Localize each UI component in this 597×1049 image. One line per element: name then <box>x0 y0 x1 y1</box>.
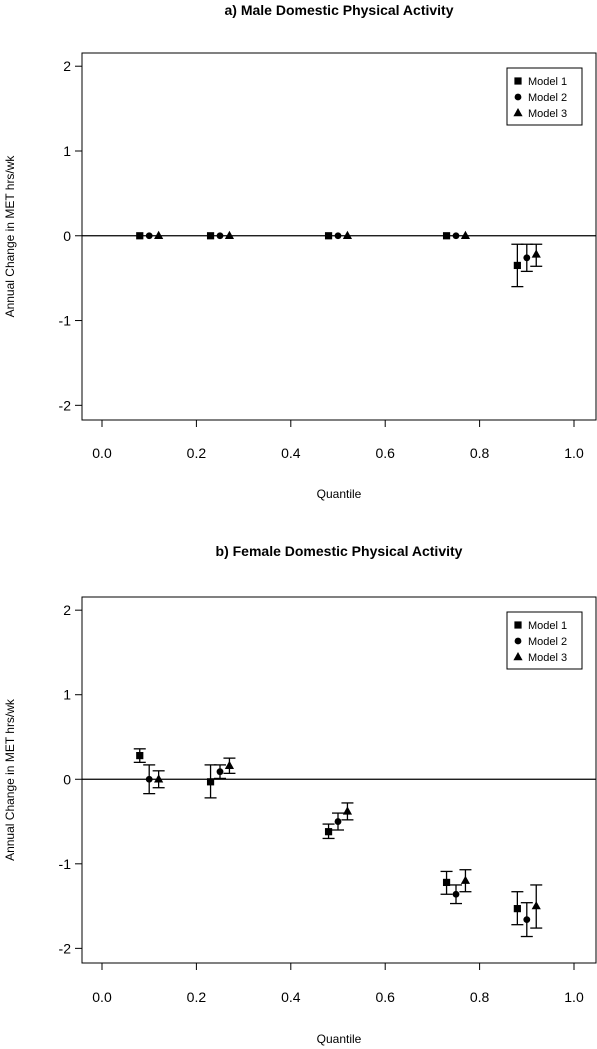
chart-title: a) Male Domestic Physical Activity <box>224 2 453 18</box>
point-model-3 <box>460 875 471 884</box>
point-model-1 <box>324 232 333 240</box>
point-model-2 <box>216 768 224 776</box>
y-tick-label: 1 <box>63 143 71 159</box>
y-axis-label: Annual Change in MET hrs/wk <box>3 698 17 861</box>
point-model-2 <box>523 254 531 262</box>
plot-frame <box>81 596 597 964</box>
legend-symbol-model-3 <box>513 652 523 661</box>
point-model-3 <box>342 806 353 815</box>
point-model-1 <box>442 878 451 887</box>
x-tick-label: 1.0 <box>564 989 584 1005</box>
chart-title: b) Female Domestic Physical Activity <box>216 543 463 559</box>
y-tick-label: -1 <box>59 313 72 329</box>
y-tick-label: 0 <box>63 771 71 787</box>
y-tick-label: -2 <box>59 397 72 413</box>
point-model-3 <box>154 230 164 239</box>
y-tick-label: 2 <box>63 602 71 618</box>
point-model-2 <box>523 916 531 924</box>
y-axis-label: Annual Change in MET hrs/wk <box>3 155 17 318</box>
legend-label: Model 3 <box>528 652 567 664</box>
legend-label: Model 1 <box>528 76 567 88</box>
point-model-1 <box>324 828 333 836</box>
point-model-1 <box>513 905 521 913</box>
point-model-3 <box>531 249 541 258</box>
point-model-2 <box>334 232 342 240</box>
x-axis-label: Quantile <box>317 487 362 501</box>
x-tick-label: 1.0 <box>564 445 584 461</box>
legend-symbol-model-3 <box>513 108 523 117</box>
legend-label: Model 2 <box>528 636 567 648</box>
x-tick-label: 0.6 <box>375 989 395 1005</box>
plot-frame <box>81 52 597 421</box>
point-model-2 <box>145 775 153 783</box>
point-model-3 <box>342 230 353 239</box>
point-model-3 <box>460 230 471 239</box>
point-model-3 <box>531 901 541 910</box>
y-tick-label: -1 <box>59 856 72 872</box>
legend-label: Model 3 <box>528 108 567 120</box>
point-model-1 <box>206 778 215 786</box>
legend-symbol-model-1 <box>514 621 522 629</box>
x-tick-label: 0.4 <box>281 989 301 1005</box>
point-model-2 <box>452 890 460 898</box>
point-model-1 <box>206 232 215 240</box>
x-tick-label: 0.2 <box>187 989 207 1005</box>
y-tick-label: -2 <box>59 940 72 956</box>
point-model-2 <box>334 818 342 825</box>
legend-symbol-model-1 <box>514 77 522 85</box>
point-model-1 <box>513 261 521 270</box>
x-tick-label: 0.8 <box>470 445 490 461</box>
point-model-3 <box>224 230 235 239</box>
point-model-1 <box>442 232 451 240</box>
point-model-2 <box>452 232 460 240</box>
y-tick-label: 0 <box>63 228 71 244</box>
y-tick-label: 2 <box>63 58 71 74</box>
x-tick-label: 0.8 <box>470 989 490 1005</box>
x-tick-label: 0.0 <box>92 445 112 461</box>
point-model-1 <box>136 751 144 760</box>
x-axis-label: Quantile <box>317 1032 362 1046</box>
legend-symbol-model-2 <box>514 93 522 101</box>
point-model-1 <box>136 232 144 240</box>
legend-symbol-model-2 <box>514 637 522 645</box>
x-tick-label: 0.0 <box>92 989 112 1005</box>
point-model-3 <box>154 774 164 783</box>
point-model-2 <box>145 232 153 240</box>
x-tick-label: 0.6 <box>375 445 395 461</box>
x-tick-label: 0.2 <box>187 445 207 461</box>
x-tick-label: 0.4 <box>281 445 301 461</box>
point-model-2 <box>216 232 224 240</box>
y-tick-label: 1 <box>63 687 71 703</box>
legend-label: Model 1 <box>528 620 567 632</box>
point-model-3 <box>224 760 235 769</box>
legend-label: Model 2 <box>528 92 567 104</box>
